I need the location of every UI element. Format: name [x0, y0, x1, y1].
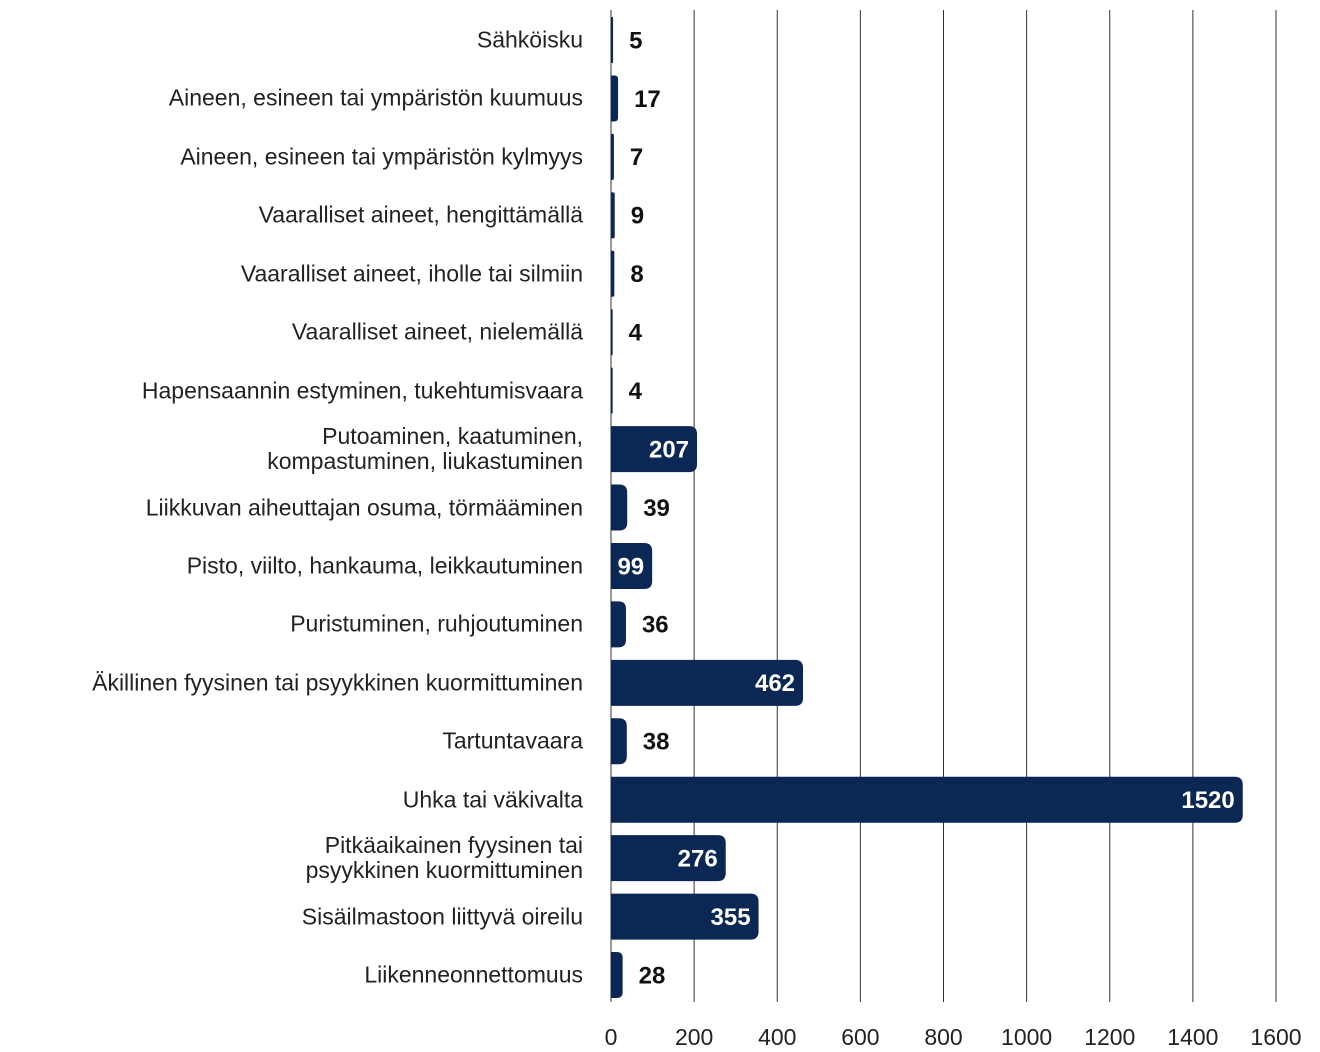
- value-label: 7: [630, 144, 643, 171]
- value-label: 8: [630, 261, 643, 288]
- value-label: 99: [617, 553, 644, 580]
- value-label: 28: [639, 962, 666, 989]
- x-tick-label: 1200: [1084, 1024, 1135, 1050]
- x-tick-label: 1400: [1167, 1024, 1218, 1050]
- value-label: 38: [643, 729, 670, 756]
- category-label: Sähköisku: [476, 26, 583, 53]
- bar: [611, 133, 614, 180]
- bar: [611, 776, 1243, 823]
- bar: [611, 659, 804, 706]
- category-label: Putoaminen, kaatuminen, kompastuminen, l…: [267, 423, 583, 475]
- value-label: 4: [629, 378, 643, 405]
- bar: [611, 75, 619, 122]
- value-label: 355: [711, 904, 751, 931]
- category-label: Aineen, esineen tai ympäristön kuumuus: [168, 84, 583, 111]
- category-label: Puristuminen, ruhjoutuminen: [290, 610, 583, 637]
- category-label: Tartuntavaara: [442, 727, 583, 754]
- bar: [611, 718, 627, 765]
- category-label: Sisäilmastoon liittyvä oireilu: [301, 903, 583, 930]
- category-label: Liikkuvan aiheuttajan osuma, törmääminen: [145, 494, 583, 520]
- value-label: 1520: [1181, 787, 1234, 814]
- x-tick-label: 400: [758, 1024, 796, 1050]
- bar: [611, 835, 726, 882]
- category-label: Pisto, viilto, hankauma, leikkautuminen: [186, 552, 583, 579]
- value-label: 9: [631, 203, 644, 230]
- bar: [611, 192, 615, 239]
- x-tick-label: 1000: [1001, 1024, 1052, 1050]
- value-label: 276: [678, 845, 718, 872]
- x-tick-label: 200: [675, 1024, 713, 1050]
- value-label: 39: [643, 495, 670, 522]
- value-label: 36: [642, 612, 669, 639]
- category-label: Aineen, esineen tai ympäristön kylmyys: [180, 143, 583, 170]
- value-label: 5: [629, 27, 642, 54]
- bar: [611, 542, 653, 589]
- value-label: 462: [755, 670, 795, 697]
- category-label: Äkillinen fyysinen tai psyykkinen kuormi…: [92, 669, 583, 696]
- category-label: Hapensaannin estyminen, tukehtumisvaara: [141, 377, 583, 404]
- bar: [611, 893, 759, 940]
- x-tick-label: 0: [605, 1024, 618, 1050]
- category-label: Vaaralliset aineet, hengittämällä: [258, 201, 583, 228]
- x-tick-label: 1600: [1250, 1024, 1301, 1050]
- bar: [611, 17, 614, 63]
- value-label: 207: [649, 436, 689, 463]
- bar: [611, 250, 615, 297]
- bar: [611, 426, 698, 473]
- bar: [611, 309, 613, 356]
- category-label: Pitkäaikainen fyysinen tai psyykkinen ku…: [305, 832, 583, 884]
- category-label: Uhka tai väkivalta: [402, 786, 583, 813]
- category-label: Vaaralliset aineet, nielemällä: [291, 318, 583, 345]
- category-label: Liikenneonnettomuus: [364, 961, 583, 988]
- bar: [611, 952, 623, 998]
- x-tick-label: 600: [841, 1024, 879, 1050]
- bar: [611, 367, 613, 414]
- bar: [611, 484, 628, 531]
- bar: [611, 601, 626, 648]
- x-tick-label: 800: [924, 1024, 962, 1050]
- value-label: 4: [629, 320, 643, 347]
- category-label: Vaaralliset aineet, iholle tai silmiin: [240, 260, 583, 287]
- value-label: 17: [634, 86, 661, 113]
